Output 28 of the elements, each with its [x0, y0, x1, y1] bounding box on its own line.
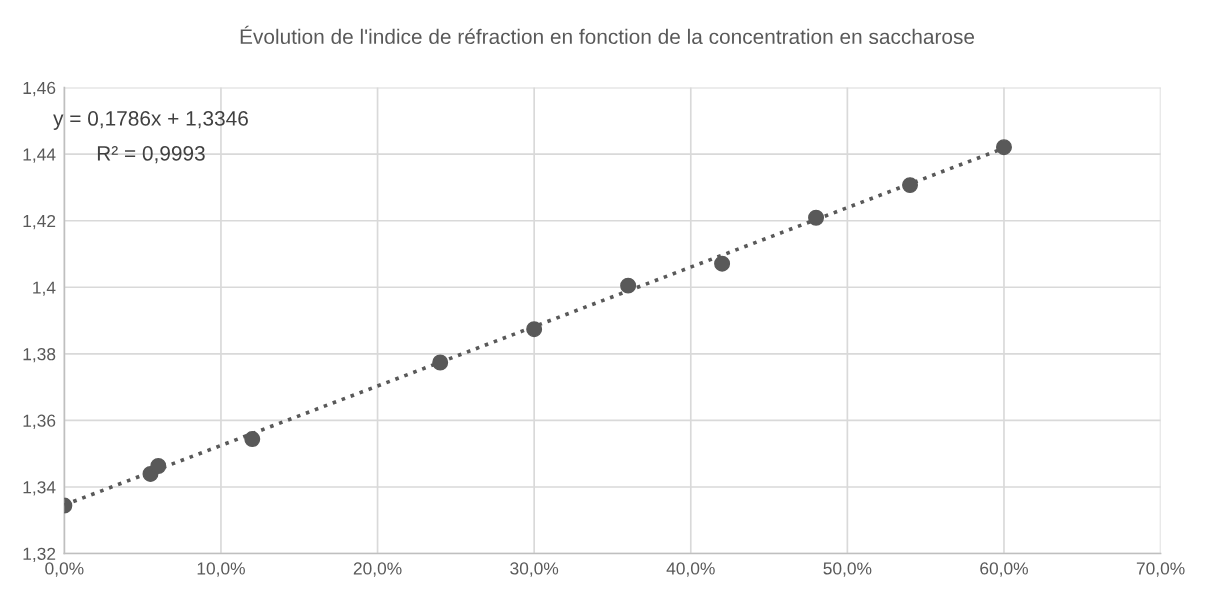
x-tick-label: 50,0% [823, 562, 872, 577]
y-tick-label: 1,46 [23, 81, 56, 97]
y-tick-label: 1,32 [23, 547, 56, 563]
x-tick-label: 20,0% [353, 562, 402, 577]
point [620, 277, 637, 294]
x-tick-label: 60,0% [980, 562, 1028, 577]
annotation: R² = 0,9993 [97, 146, 205, 164]
point [150, 458, 167, 474]
point [526, 321, 543, 338]
x-tick-label: 40,0% [666, 562, 715, 577]
point [714, 255, 731, 272]
x-tick-label: 70,0% [1136, 562, 1185, 577]
chart-title: Évolution de l'indice de réfraction en fonction de la concentration en saccharose [240, 25, 975, 45]
point [244, 431, 261, 448]
x-tick-label: 0,0% [45, 562, 84, 577]
annotation: y = 0,1786x + 1,3346 [53, 111, 248, 130]
point [902, 177, 918, 194]
point [808, 209, 825, 226]
y-tick-label: 1,44 [23, 148, 56, 163]
y-tick-label: 1,34 [23, 481, 56, 496]
y-tick-label: 1,42 [23, 214, 56, 230]
point [995, 139, 1012, 156]
x-tick-label: 30,0% [510, 562, 559, 577]
y-tick-label: 1,38 [23, 348, 56, 363]
y-tick-label: 1,4 [33, 281, 56, 296]
y-tick-label: 1,36 [23, 414, 56, 429]
x-tick-label: 10,0% [197, 562, 245, 577]
point [432, 354, 449, 371]
